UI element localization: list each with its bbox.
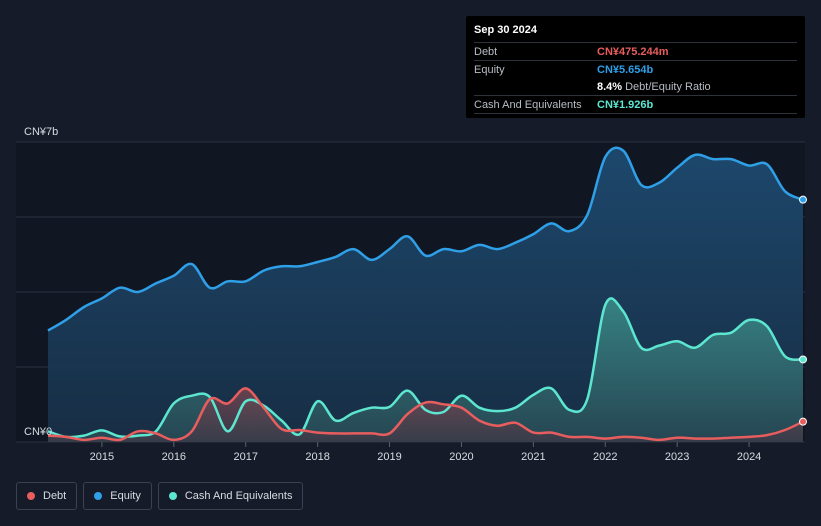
x-tick-label: 2024 (737, 451, 761, 463)
x-tick-label: 2023 (665, 451, 689, 463)
x-tick-label: 2015 (90, 451, 114, 463)
legend-item-equity[interactable]: Equity (83, 482, 152, 510)
tooltip-panel: Sep 30 2024 Debt CN¥475.244m Equity CN¥5… (466, 16, 805, 118)
equity-dot-icon (94, 492, 103, 500)
debt-dot-icon (27, 492, 35, 500)
x-tick-label: 2019 (377, 451, 401, 463)
legend: Debt Equity Cash And Equivalents (16, 482, 304, 510)
debt-end-marker (799, 417, 807, 426)
legend-label: Cash And Equivalents (184, 490, 293, 502)
debt-area (48, 388, 803, 442)
tooltip-label: Equity (474, 63, 505, 76)
legend-item-cash[interactable]: Cash And Equivalents (157, 482, 304, 510)
equity-line (47, 146, 804, 332)
tooltip-value: CN¥475.244m (597, 45, 669, 58)
y-axis-bottom-label: CN¥0 (24, 426, 52, 438)
legend-label: Debt (43, 490, 67, 502)
series-areas (48, 147, 803, 442)
series-end-markers (799, 195, 807, 426)
x-axis-ticks: 2015 2016 2017 2018 2019 2020 2021 2022 2023 2024 (90, 442, 761, 463)
tooltip-row-debt: Debt CN¥475.244m (474, 42, 797, 60)
equity-end-marker (799, 195, 807, 204)
series-lines (47, 146, 804, 442)
x-tick-label: 2022 (593, 451, 617, 463)
tooltip-row-ratio: 8.4% Debt/Equity Ratio (474, 78, 797, 95)
cash-and-equivalents-end-marker (799, 355, 807, 364)
legend-label: Equity (110, 490, 141, 502)
tooltip-label: Cash And Equivalents (474, 98, 582, 111)
x-tick-label: 2018 (305, 451, 329, 463)
debt-line (47, 387, 804, 442)
tooltip-suffix: Debt/Equity Ratio (625, 80, 711, 93)
x-tick-label: 2016 (162, 451, 186, 463)
cash-and-equivalents-area (48, 298, 803, 442)
tooltip-value: CN¥1.926b (597, 98, 654, 111)
tooltip-row-equity: Equity CN¥5.654b (474, 60, 797, 78)
tooltip-row-cash: Cash And Equivalents CN¥1.926b (474, 95, 797, 113)
legend-item-debt[interactable]: Debt (16, 482, 78, 510)
tooltip-row-end (474, 113, 797, 131)
x-tick-label: 2021 (521, 451, 545, 463)
tooltip-label: Debt (474, 45, 498, 58)
tooltip-value: 8.4% (597, 80, 623, 93)
x-tick-label: 2020 (449, 451, 473, 463)
tooltip-value: CN¥5.654b (597, 63, 654, 76)
cash-dot-icon (168, 492, 177, 500)
y-axis-top-label: CN¥7b (24, 126, 58, 138)
cash-and-equivalents-line (47, 297, 804, 439)
tooltip-date: Sep 30 2024 (474, 24, 537, 36)
x-tick-label: 2017 (233, 451, 257, 463)
